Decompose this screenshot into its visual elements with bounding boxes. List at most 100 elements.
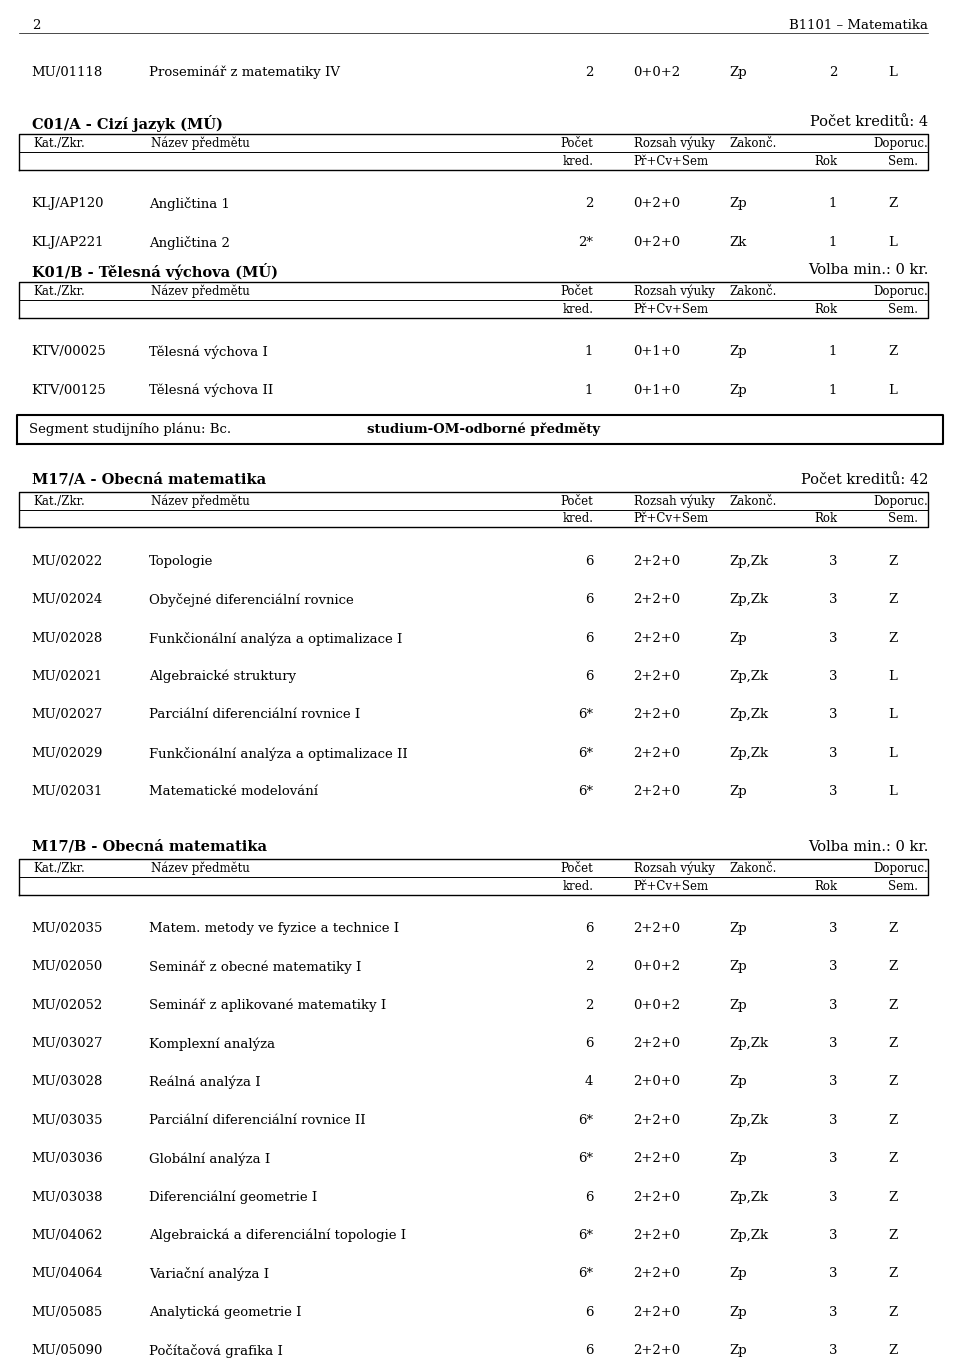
Text: Př+Cv+Sem: Př+Cv+Sem [634, 155, 708, 167]
Text: 0+0+2: 0+0+2 [634, 999, 681, 1011]
Text: Z: Z [888, 1344, 898, 1356]
Text: Reálná analýza I: Reálná analýza I [149, 1075, 260, 1089]
Text: 3: 3 [828, 1306, 837, 1318]
Text: MU/05090: MU/05090 [32, 1344, 103, 1356]
Text: Zakonč.: Zakonč. [730, 137, 777, 149]
Text: 6: 6 [585, 1306, 593, 1318]
Text: Zp: Zp [730, 384, 747, 396]
Text: 3: 3 [828, 1267, 837, 1280]
Text: 1: 1 [828, 384, 837, 396]
Text: Z: Z [888, 1229, 898, 1241]
Text: Rozsah výuky: Rozsah výuky [634, 495, 714, 508]
Text: KTV/00125: KTV/00125 [32, 384, 107, 396]
Text: MU/02022: MU/02022 [32, 555, 103, 567]
Text: MU/03036: MU/03036 [32, 1152, 104, 1164]
Text: Parciální diferenciální rovnice I: Parciální diferenciální rovnice I [149, 708, 360, 721]
Text: 3: 3 [828, 1075, 837, 1088]
Text: Zp,Zk: Zp,Zk [730, 1229, 769, 1241]
Text: 6: 6 [585, 555, 593, 567]
Text: 0+0+2: 0+0+2 [634, 66, 681, 78]
Text: Zp: Zp [730, 66, 747, 78]
Text: 2+2+0: 2+2+0 [634, 785, 681, 797]
Text: Počet: Počet [561, 285, 593, 297]
Text: 6*: 6* [578, 708, 593, 721]
Text: Kat./Zkr.: Kat./Zkr. [34, 495, 85, 507]
Text: Algebraické struktury: Algebraické struktury [149, 670, 296, 684]
Text: kred.: kred. [563, 512, 593, 525]
Text: 6: 6 [585, 922, 593, 934]
Text: L: L [888, 785, 897, 797]
Text: 2: 2 [828, 66, 837, 78]
Text: MU/02024: MU/02024 [32, 593, 103, 606]
Text: Analytická geometrie I: Analytická geometrie I [149, 1306, 301, 1319]
Text: kred.: kred. [563, 303, 593, 315]
Text: 2+2+0: 2+2+0 [634, 1114, 681, 1126]
Text: Zp: Zp [730, 1306, 747, 1318]
Text: Z: Z [888, 555, 898, 567]
Text: Zp: Zp [730, 1267, 747, 1280]
Text: Zp: Zp [730, 785, 747, 797]
Text: 2+2+0: 2+2+0 [634, 670, 681, 682]
Text: 1: 1 [828, 345, 837, 358]
Text: 1: 1 [585, 384, 593, 396]
Text: 2+2+0: 2+2+0 [634, 1229, 681, 1241]
Text: K01/B - Tělesná výchova (MÚ): K01/B - Tělesná výchova (MÚ) [32, 263, 277, 279]
Text: 2+2+0: 2+2+0 [634, 593, 681, 606]
Text: 3: 3 [828, 922, 837, 934]
Text: 1: 1 [585, 345, 593, 358]
Text: Kat./Zkr.: Kat./Zkr. [34, 862, 85, 874]
Text: Seminář z aplikované matematiky I: Seminář z aplikované matematiky I [149, 999, 386, 1012]
Text: Topologie: Topologie [149, 555, 213, 567]
Text: 6*: 6* [578, 1229, 593, 1241]
Text: Z: Z [888, 345, 898, 358]
Text: MU/04062: MU/04062 [32, 1229, 103, 1241]
Text: Algebraická a diferenciální topologie I: Algebraická a diferenciální topologie I [149, 1229, 406, 1243]
Text: 0+1+0: 0+1+0 [634, 384, 681, 396]
Text: L: L [888, 747, 897, 759]
Text: M17/A - Obecná matematika: M17/A - Obecná matematika [32, 473, 266, 486]
Text: MU/02031: MU/02031 [32, 785, 103, 797]
Text: MU/04064: MU/04064 [32, 1267, 103, 1280]
Text: Název předmětu: Název předmětu [151, 285, 250, 299]
Text: Matematické modelování: Matematické modelování [149, 785, 318, 797]
Text: Doporuc.: Doporuc. [874, 285, 928, 297]
Text: 3: 3 [828, 1191, 837, 1203]
Text: KTV/00025: KTV/00025 [32, 345, 107, 358]
Text: Z: Z [888, 1152, 898, 1164]
Text: Tělesná výchova II: Tělesná výchova II [149, 384, 273, 397]
Text: studium-OM-odborné předměty: studium-OM-odborné předměty [367, 423, 600, 436]
Text: 2+2+0: 2+2+0 [634, 632, 681, 644]
Text: Z: Z [888, 197, 898, 210]
Text: 6: 6 [585, 593, 593, 606]
Text: MU/02052: MU/02052 [32, 999, 103, 1011]
Text: B1101 – Matematika: B1101 – Matematika [789, 19, 928, 32]
Text: 3: 3 [828, 785, 837, 797]
Text: 2: 2 [585, 960, 593, 973]
Text: 3: 3 [828, 555, 837, 567]
Text: Př+Cv+Sem: Př+Cv+Sem [634, 303, 708, 315]
Text: Zp: Zp [730, 999, 747, 1011]
Text: Z: Z [888, 1306, 898, 1318]
Text: C01/A - Cizí jazyk (MÚ): C01/A - Cizí jazyk (MÚ) [32, 115, 223, 132]
Text: M17/B - Obecná matematika: M17/B - Obecná matematika [32, 840, 267, 854]
Text: 4: 4 [585, 1075, 593, 1088]
Text: 6*: 6* [578, 1152, 593, 1164]
Text: 6*: 6* [578, 747, 593, 759]
Text: Matem. metody ve fyzice a technice I: Matem. metody ve fyzice a technice I [149, 922, 399, 934]
Text: Zp,Zk: Zp,Zk [730, 747, 769, 759]
Text: Název předmětu: Název předmětu [151, 495, 250, 508]
Text: Zakonč.: Zakonč. [730, 495, 777, 507]
Text: 2+2+0: 2+2+0 [634, 922, 681, 934]
Text: Globální analýza I: Globální analýza I [149, 1152, 270, 1166]
Text: Doporuc.: Doporuc. [874, 137, 928, 149]
Text: Segment studijního plánu: Bc.: Segment studijního plánu: Bc. [29, 423, 235, 436]
Text: Zp,Zk: Zp,Zk [730, 1191, 769, 1203]
Text: Rozsah výuky: Rozsah výuky [634, 862, 714, 875]
Text: 2+2+0: 2+2+0 [634, 1037, 681, 1049]
Text: 2: 2 [585, 999, 593, 1011]
Text: Zp: Zp [730, 197, 747, 210]
Text: MU/03038: MU/03038 [32, 1191, 103, 1203]
Text: Zk: Zk [730, 236, 747, 248]
Text: 6: 6 [585, 670, 593, 682]
Text: Z: Z [888, 593, 898, 606]
